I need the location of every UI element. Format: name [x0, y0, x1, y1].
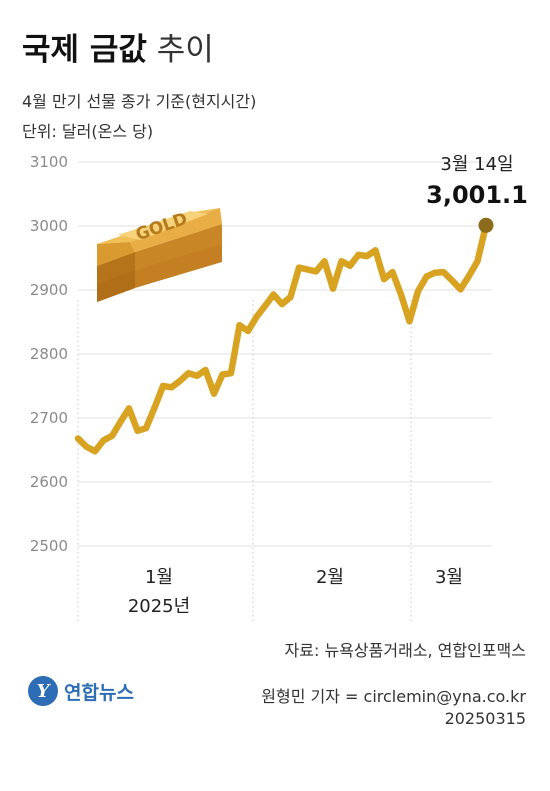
x-label-february: 2월	[316, 567, 344, 588]
y-axis: 2500 2600 2700 2800 2900 3000 3100	[30, 153, 68, 555]
month-separators	[77, 300, 412, 622]
logo-mark: Y	[28, 676, 58, 706]
page-title: 국제 금값 추이	[22, 24, 214, 69]
annotation-date: 3월 14일	[440, 154, 513, 175]
chart-subtitle: 4월 만기 선물 종가 기준(현지시간)	[22, 92, 257, 111]
gold-bar-illustration: GOLD	[97, 208, 222, 302]
y-tick-label-3100: 3100	[30, 153, 68, 171]
yonhap-logo: Y 연합뉴스	[28, 676, 134, 706]
annotation-value: 3,001.1	[426, 181, 528, 209]
x-label-march: 3월	[435, 567, 463, 588]
y-tick-label-2700: 2700	[30, 409, 68, 427]
x-label-january: 1월	[145, 567, 173, 588]
publish-date: 20250315	[444, 709, 526, 728]
y-tick-label-2600: 2600	[30, 473, 68, 491]
unit-label: 단위: 달러(온스 당)	[22, 122, 154, 141]
y-tick-label-2500: 2500	[30, 537, 68, 555]
latest-point-marker	[478, 217, 494, 233]
y-tick-label-2800: 2800	[30, 345, 68, 363]
logo-text: 연합뉴스	[64, 681, 134, 704]
title-light: 추이	[156, 32, 214, 68]
reporter-credit: 원형민 기자 = circlemin@yna.co.kr	[261, 687, 526, 706]
price-line-series	[74, 222, 490, 455]
y-tick-label-3000: 3000	[30, 217, 68, 235]
source-credit: 자료: 뉴욕상품거래소, 연합인포맥스	[284, 641, 526, 660]
grid-lines	[78, 161, 492, 547]
x-label-year: 2025년	[128, 596, 190, 617]
title-bold: 국제 금값	[22, 32, 147, 68]
y-tick-label-2900: 2900	[30, 281, 68, 299]
